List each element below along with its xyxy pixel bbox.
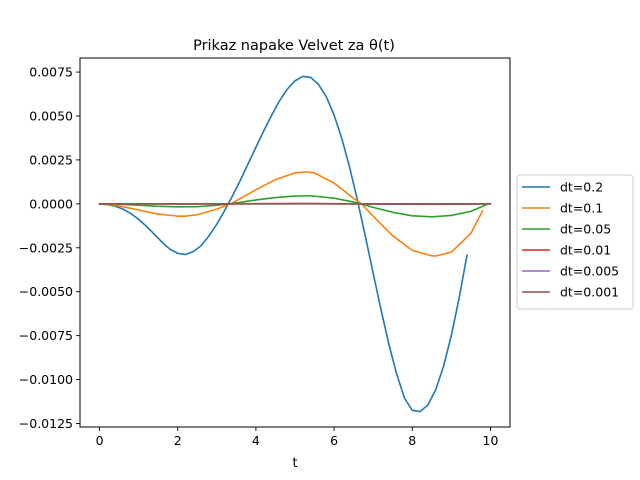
x-axis: 0 2 4 6 8 10 [96, 427, 499, 448]
y-tick-label: −0.0125 [19, 416, 73, 431]
x-tick-label: 4 [252, 433, 260, 448]
y-tick-label: −0.0075 [19, 328, 73, 343]
x-tick-label: 6 [330, 433, 338, 448]
plot-frame [79, 57, 511, 428]
legend: dt=0.2 dt=0.1 dt=0.05 dt=0.01 dt=0.005 dt=0.0… [516, 174, 634, 310]
x-tick-label: 0 [96, 433, 104, 448]
series-layer [98, 75, 492, 413]
y-tick-label: −0.0050 [19, 284, 73, 299]
series-line-1 [98, 75, 468, 413]
legend-label: dt=0.1 [560, 201, 603, 216]
x-axis-label: t [292, 456, 297, 471]
y-tick-label: 0.0075 [29, 65, 73, 80]
y-tick-label: 0.0050 [29, 108, 73, 123]
legend-label: dt=0.001 [560, 285, 619, 300]
y-axis: 0.0075 0.0050 0.0025 0.0000 −0.0025 −0.0050 −0… [19, 65, 80, 431]
series-line-3 [98, 194, 488, 218]
x-tick-label: 2 [174, 433, 182, 448]
legend-label: dt=0.01 [560, 243, 611, 258]
y-tick-label: 0.0000 [29, 196, 73, 211]
y-tick-label: −0.0100 [19, 372, 73, 387]
legend-label: dt=0.05 [560, 222, 611, 237]
legend-label: dt=0.2 [560, 180, 603, 195]
x-tick-label: 8 [408, 433, 416, 448]
chart-title: Prikaz napake Velvet za θ(t) [193, 38, 395, 54]
legend-label: dt=0.005 [560, 264, 619, 279]
x-tick-label: 10 [483, 433, 499, 448]
y-tick-label: 0.0025 [29, 152, 73, 167]
y-tick-label: −0.0025 [19, 240, 73, 255]
series-line-2 [98, 171, 484, 257]
